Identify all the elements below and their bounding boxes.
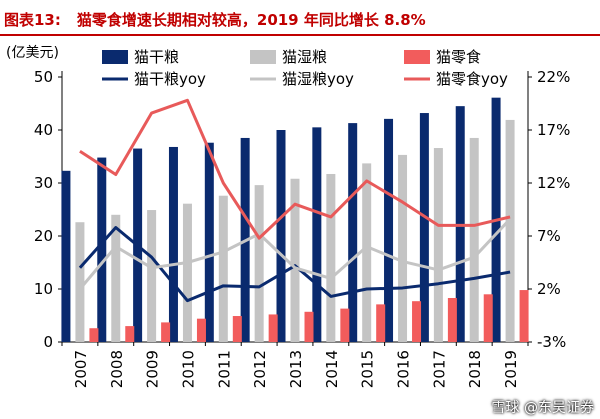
watermark: 雪球 @东吴证券 xyxy=(491,400,594,416)
x-axis-tick-label: 2010 xyxy=(179,350,197,388)
legend-label-snack_yoy: 猫零食yoy xyxy=(436,70,508,88)
bar-dry xyxy=(204,142,214,342)
bar-wet xyxy=(182,203,192,342)
legend-label-dry_yoy: 猫干粮yoy xyxy=(134,70,206,88)
x-axis-tick-label: 2017 xyxy=(430,350,448,388)
figure-label: 图表13: xyxy=(4,10,61,29)
line-dry_yoy xyxy=(78,226,511,303)
x-axis-tick-label: 2008 xyxy=(108,350,126,388)
left-axis-tick-label: 0 xyxy=(43,333,53,351)
left-axis-tick-label: 20 xyxy=(34,227,53,245)
bar-snack xyxy=(304,311,314,342)
bar-dry xyxy=(168,146,178,342)
bar-dry xyxy=(384,118,394,343)
bar-wet xyxy=(254,185,264,342)
legend-label-wet: 猫湿粮 xyxy=(282,48,327,66)
legend-label-snack: 猫零食 xyxy=(436,48,481,66)
x-axis-tick-label: 2014 xyxy=(323,350,341,388)
line-wet_yoy xyxy=(78,218,512,290)
legend-swatch-dry xyxy=(102,50,128,64)
bar-wet xyxy=(75,222,85,342)
legend-swatch-wet xyxy=(250,50,276,64)
bar-snack xyxy=(125,326,135,342)
bar-snack xyxy=(161,322,171,342)
bar-snack xyxy=(447,298,457,342)
x-axis-tick-label: 2013 xyxy=(287,350,305,388)
bar-dry xyxy=(61,170,71,342)
right-axis-tick-label: 22% xyxy=(537,68,570,86)
bar-wet xyxy=(290,178,300,342)
bar-snack xyxy=(89,328,99,342)
legend-swatch-snack xyxy=(404,50,430,64)
x-axis-tick-label: 2012 xyxy=(251,350,269,388)
legend-label-dry: 猫干粮 xyxy=(134,48,179,66)
x-axis-tick-label: 2007 xyxy=(72,350,90,388)
x-axis-tick-label: 2018 xyxy=(466,350,484,388)
bar-snack xyxy=(412,301,422,342)
bar-wet xyxy=(433,148,443,342)
bar-wet xyxy=(147,210,157,342)
bar-dry xyxy=(419,113,429,342)
bar-snack xyxy=(376,304,386,342)
line-snack_yoy xyxy=(79,98,511,240)
bar-wet xyxy=(218,195,228,342)
figure-title-bar: 图表13: 猫零食增速长期相对较高，2019 年同比增长 8.8% xyxy=(4,6,596,32)
bar-wet xyxy=(398,154,408,342)
left-axis-unit-label: (亿美元) xyxy=(6,45,59,61)
bar-dry xyxy=(312,127,322,342)
bar-snack xyxy=(483,294,493,342)
x-axis-tick-label: 2016 xyxy=(395,350,413,388)
bar-dry xyxy=(348,123,358,342)
bar-wet xyxy=(469,137,479,342)
right-axis-tick-label: 12% xyxy=(537,174,570,192)
figure-title: 猫零食增速长期相对较高，2019 年同比增长 8.8% xyxy=(76,10,426,29)
bar-dry xyxy=(276,130,286,342)
legend-label-wet_yoy: 猫湿粮yoy xyxy=(282,70,354,88)
left-axis-tick-label: 50 xyxy=(34,68,53,86)
right-axis-tick-label: -3% xyxy=(537,333,566,351)
x-axis-tick-label: 2015 xyxy=(359,350,377,388)
bar-wet xyxy=(326,173,336,342)
bar-snack xyxy=(232,316,242,342)
bar-wet xyxy=(362,163,372,342)
bar-dry xyxy=(97,157,107,342)
bar-snack xyxy=(340,308,350,342)
right-axis-tick-label: 7% xyxy=(537,227,561,245)
right-axis-tick-label: 2% xyxy=(537,280,561,298)
bar-snack xyxy=(268,314,278,342)
x-axis-tick-label: 2009 xyxy=(144,350,162,388)
title-rule xyxy=(0,34,600,36)
left-axis-tick-label: 30 xyxy=(34,174,53,192)
bar-snack xyxy=(519,290,529,342)
bar-snack xyxy=(196,318,206,342)
bar-wet xyxy=(111,214,121,342)
bar-wet xyxy=(505,119,515,343)
x-axis-tick-label: 2019 xyxy=(502,350,520,388)
left-axis-tick-label: 10 xyxy=(34,280,53,298)
left-axis-tick-label: 40 xyxy=(34,121,53,139)
right-axis-tick-label: 17% xyxy=(537,121,570,139)
x-axis-tick-label: 2011 xyxy=(215,350,233,388)
